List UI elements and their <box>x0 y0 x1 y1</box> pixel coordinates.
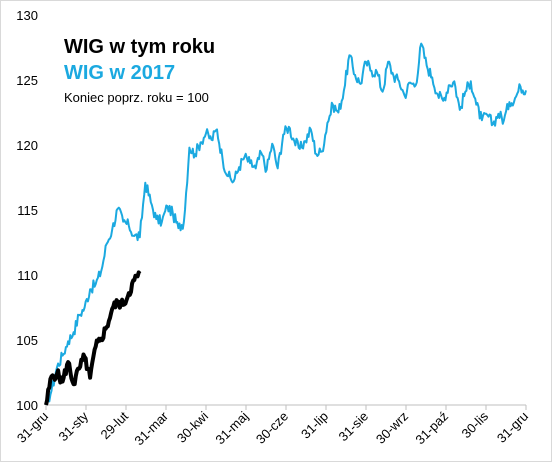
legend-previous-year: WIG w 2017 <box>64 62 176 84</box>
y-tick-label: 125 <box>16 73 38 88</box>
y-tick-label: 115 <box>17 203 38 218</box>
y-axis: 100 105 110 115 120 125 130 <box>16 8 38 413</box>
y-tick-label: 105 <box>16 333 38 348</box>
series-line-wig-2017 <box>45 42 527 406</box>
legend: WIG w tym roku WIG w 2017 Koniec poprz. … <box>64 34 215 108</box>
y-tick-label: 120 <box>16 138 38 153</box>
legend-baseline-note: Koniec poprz. roku = 100 <box>64 90 209 105</box>
series-line-wig-this-year <box>44 270 142 406</box>
y-tick-label: 130 <box>16 8 38 23</box>
y-tick-label: 100 <box>16 398 38 413</box>
y-tick-label: 110 <box>17 268 38 283</box>
legend-current-year: WIG w tym roku <box>64 36 216 58</box>
